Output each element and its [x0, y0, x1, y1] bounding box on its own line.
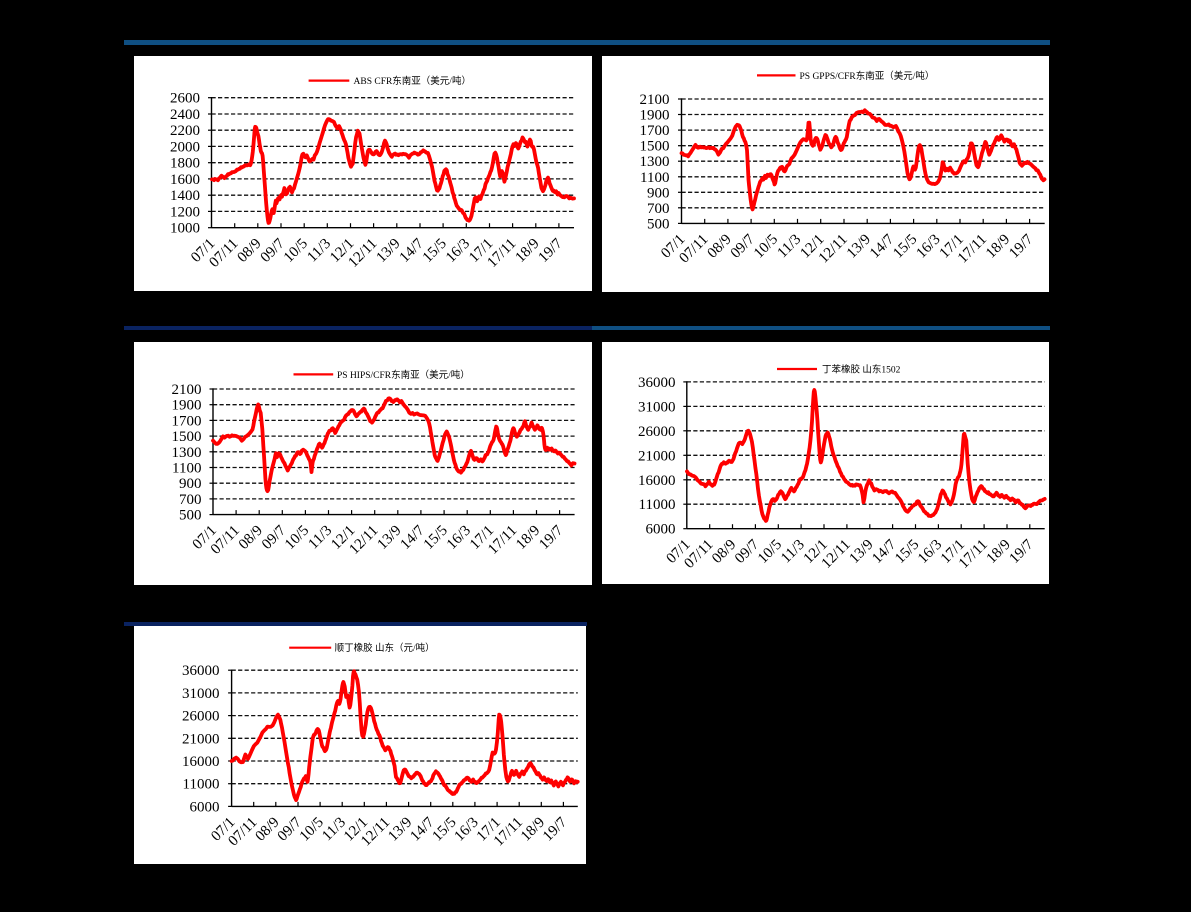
- svg-text:PS HIPS/CFR东南亚（美元/吨）: PS HIPS/CFR东南亚（美元/吨）: [337, 369, 470, 381]
- svg-text:6000: 6000: [190, 799, 220, 815]
- svg-text:19/7: 19/7: [1006, 231, 1037, 262]
- svg-text:1100: 1100: [640, 170, 669, 186]
- svg-text:36000: 36000: [182, 663, 220, 679]
- svg-text:700: 700: [647, 201, 670, 217]
- svg-text:1300: 1300: [640, 154, 670, 170]
- svg-text:1700: 1700: [172, 413, 202, 429]
- svg-text:16000: 16000: [638, 473, 676, 489]
- svg-text:19/7: 19/7: [536, 235, 567, 266]
- svg-text:1600: 1600: [170, 172, 200, 188]
- svg-text:11000: 11000: [183, 777, 220, 793]
- svg-text:700: 700: [179, 492, 202, 508]
- svg-text:21000: 21000: [638, 448, 676, 464]
- svg-text:11000: 11000: [639, 497, 676, 513]
- svg-text:1500: 1500: [172, 429, 202, 445]
- svg-text:36000: 36000: [638, 375, 676, 391]
- svg-text:16000: 16000: [182, 754, 220, 770]
- svg-text:ABS CFR东南亚（美元/吨）: ABS CFR东南亚（美元/吨）: [354, 75, 471, 87]
- svg-text:19/7: 19/7: [1006, 536, 1037, 567]
- svg-text:1300: 1300: [172, 445, 202, 461]
- svg-text:11/3: 11/3: [304, 236, 334, 266]
- svg-text:26000: 26000: [182, 709, 220, 725]
- svg-text:21000: 21000: [182, 731, 220, 747]
- svg-text:2400: 2400: [170, 107, 200, 123]
- svg-text:2100: 2100: [172, 382, 202, 398]
- svg-text:PS GPPS/CFR东南亚（美元/吨）: PS GPPS/CFR东南亚（美元/吨）: [800, 70, 935, 82]
- svg-text:1900: 1900: [640, 108, 670, 124]
- svg-text:1700: 1700: [640, 123, 670, 139]
- svg-text:1400: 1400: [170, 188, 200, 204]
- svg-text:1500: 1500: [640, 139, 670, 155]
- svg-text:900: 900: [179, 476, 202, 492]
- svg-text:1200: 1200: [170, 204, 200, 220]
- svg-text:2600: 2600: [170, 91, 200, 107]
- svg-text:2000: 2000: [170, 139, 200, 155]
- svg-text:26000: 26000: [638, 424, 676, 440]
- svg-text:1900: 1900: [172, 398, 202, 414]
- svg-text:顺丁橡胶 山东（元/吨）: 顺丁橡胶 山东（元/吨）: [335, 642, 435, 654]
- svg-text:1100: 1100: [172, 461, 201, 477]
- svg-text:6000: 6000: [646, 522, 676, 538]
- svg-text:1800: 1800: [170, 156, 200, 172]
- svg-text:1000: 1000: [170, 221, 200, 237]
- svg-text:2100: 2100: [640, 92, 670, 108]
- svg-text:11/3: 11/3: [775, 231, 805, 261]
- svg-text:500: 500: [647, 216, 670, 232]
- svg-text:2200: 2200: [170, 123, 200, 139]
- svg-text:500: 500: [179, 508, 202, 524]
- svg-text:900: 900: [647, 185, 670, 201]
- svg-text:31000: 31000: [182, 686, 220, 702]
- svg-text:丁苯橡胶 山东1502: 丁苯橡胶 山东1502: [822, 363, 901, 375]
- svg-text:31000: 31000: [638, 399, 676, 415]
- svg-text:19/7: 19/7: [536, 522, 567, 553]
- svg-text:19/7: 19/7: [540, 814, 571, 845]
